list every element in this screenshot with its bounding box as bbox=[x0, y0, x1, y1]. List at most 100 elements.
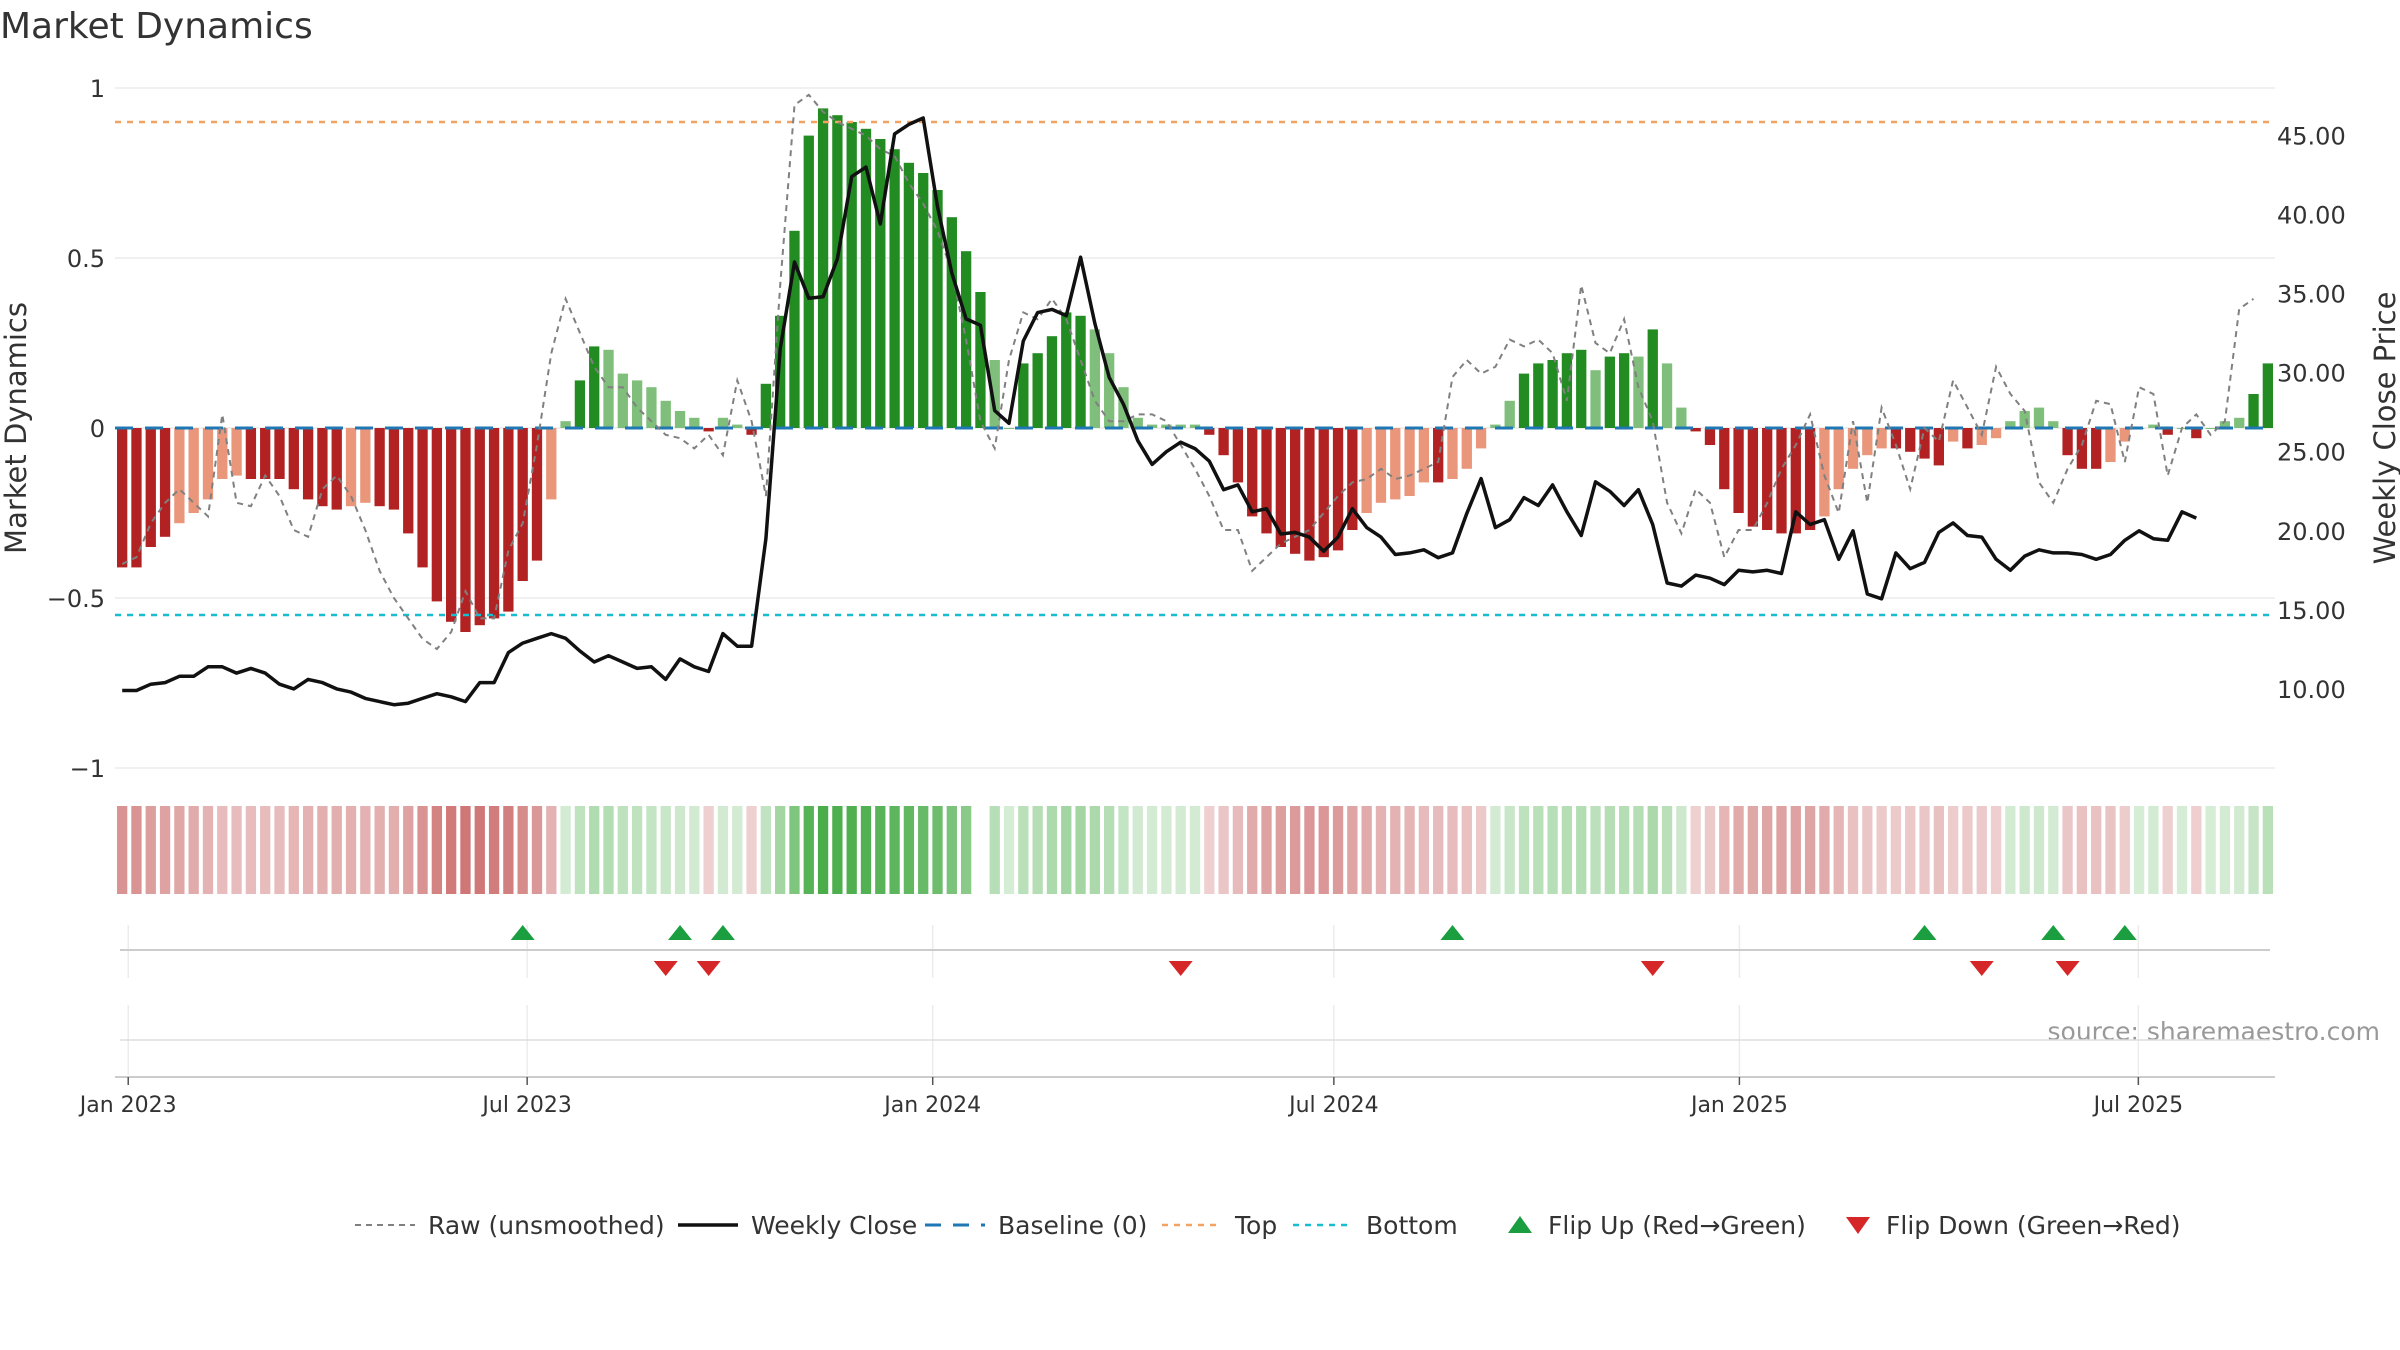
regime-cell bbox=[159, 806, 171, 894]
dynamics-bar bbox=[918, 173, 929, 428]
dynamics-bar bbox=[388, 428, 400, 510]
regime-cell bbox=[2176, 806, 2188, 894]
dynamics-bar bbox=[1876, 428, 1887, 449]
regime-cell bbox=[2105, 806, 2116, 894]
regime-cell bbox=[260, 806, 271, 894]
dynamics-bar bbox=[703, 428, 714, 432]
regime-cell bbox=[1976, 806, 1987, 894]
dynamics-bar bbox=[2262, 363, 2273, 428]
dynamics-bar bbox=[860, 128, 872, 429]
dynamics-bar bbox=[274, 428, 285, 479]
dynamics-bar bbox=[746, 428, 757, 435]
dynamics-bar bbox=[1490, 424, 1501, 428]
regime-cell bbox=[989, 806, 1000, 894]
dynamics-bar bbox=[946, 217, 957, 428]
legend-item: Baseline (0) bbox=[925, 1211, 1147, 1240]
dynamics-bar bbox=[2234, 417, 2245, 428]
regime-cell bbox=[1676, 806, 1687, 894]
dynamics-bar bbox=[903, 162, 915, 429]
regime-cell bbox=[317, 806, 328, 894]
dynamics-bar bbox=[1804, 428, 1816, 530]
dynamics-bar bbox=[2119, 428, 2130, 442]
flip-up-marker bbox=[710, 925, 735, 940]
dynamics-bar bbox=[1275, 428, 1286, 547]
y-tick-label: −0.5 bbox=[47, 585, 105, 613]
dynamics-bar bbox=[1247, 428, 1258, 517]
regime-cell bbox=[2148, 806, 2159, 894]
dynamics-bar bbox=[2048, 421, 2059, 428]
y2-tick-label: 30.00 bbox=[2277, 360, 2346, 388]
y-tick-label: 0.5 bbox=[67, 245, 105, 273]
dynamics-bar bbox=[1433, 428, 1444, 483]
dynamics-bar bbox=[1390, 428, 1401, 500]
dynamics-bar bbox=[589, 346, 600, 428]
regime-cell bbox=[460, 806, 471, 894]
regime-cell bbox=[1733, 806, 1744, 894]
dynamics-bar bbox=[431, 428, 443, 602]
dynamics-bar bbox=[1404, 428, 1415, 496]
regime-cell bbox=[446, 806, 457, 894]
regime-cell bbox=[174, 806, 185, 894]
dynamics-bar bbox=[1661, 363, 1673, 428]
dynamics-bar bbox=[1862, 428, 1873, 456]
regime-cell bbox=[1776, 806, 1787, 894]
regime-cell bbox=[918, 806, 929, 894]
dynamics-bar bbox=[2148, 424, 2159, 428]
dynamics-bar bbox=[817, 108, 829, 429]
regime-cell bbox=[803, 806, 814, 894]
flip-down-marker bbox=[1969, 961, 1994, 976]
dynamics-bar bbox=[1232, 428, 1244, 483]
regime-cell bbox=[1847, 806, 1859, 894]
dynamics-bar bbox=[403, 428, 414, 534]
dynamics-bar bbox=[1690, 428, 1701, 432]
dynamics-bar bbox=[1132, 417, 1143, 428]
flip-up-marker bbox=[2041, 925, 2066, 940]
regime-cell bbox=[875, 806, 886, 894]
dynamics-bar bbox=[674, 411, 686, 428]
regime-cell bbox=[1905, 806, 1916, 894]
regime-cell bbox=[1289, 806, 1301, 894]
regime-cell bbox=[1318, 806, 1329, 894]
regime-cell bbox=[1347, 806, 1358, 894]
dynamics-bar bbox=[1504, 400, 1515, 428]
dynamics-bar bbox=[1189, 424, 1201, 428]
dynamics-bar bbox=[188, 428, 199, 513]
source-note: source: sharemaestro.com bbox=[2048, 1017, 2381, 1046]
dynamics-bar bbox=[2091, 428, 2102, 469]
dynamics-bar bbox=[1204, 428, 1215, 435]
regime-cell bbox=[546, 806, 557, 894]
dynamics-bar bbox=[2033, 407, 2045, 428]
regime-cell bbox=[245, 806, 257, 894]
dynamics-bar bbox=[1175, 424, 1186, 428]
regime-cell bbox=[617, 806, 628, 894]
regime-cell bbox=[331, 806, 342, 894]
dynamics-bar bbox=[1704, 428, 1716, 445]
dynamics-bar bbox=[789, 230, 800, 428]
regime-cell bbox=[2019, 806, 2030, 894]
regime-cell bbox=[817, 806, 829, 894]
flip-down-marker bbox=[696, 961, 721, 976]
flip-up-marker bbox=[2112, 925, 2137, 940]
regime-cell bbox=[1146, 806, 1158, 894]
regime-cell bbox=[1332, 806, 1344, 894]
regime-cell bbox=[1089, 806, 1101, 894]
dynamics-bar bbox=[260, 428, 271, 479]
y2-axis-label: Weekly Close Price bbox=[2368, 292, 2400, 565]
dynamics-bar bbox=[345, 428, 357, 507]
regime-cell bbox=[846, 806, 857, 894]
dynamics-bar bbox=[517, 428, 528, 581]
dynamics-bar bbox=[689, 417, 700, 428]
regime-cell bbox=[860, 806, 872, 894]
regime-cell bbox=[360, 806, 371, 894]
regime-cell bbox=[703, 806, 714, 894]
dynamics-bar bbox=[1604, 356, 1615, 428]
legend-label: Top bbox=[1234, 1211, 1277, 1240]
regime-cell bbox=[1933, 806, 1944, 894]
regime-cell bbox=[431, 806, 443, 894]
regime-cell bbox=[589, 806, 600, 894]
legend-swatch-flip-up bbox=[1508, 1216, 1532, 1233]
regime-cell bbox=[1032, 806, 1043, 894]
regime-cell bbox=[1819, 806, 1830, 894]
dynamics-bar bbox=[503, 428, 514, 612]
